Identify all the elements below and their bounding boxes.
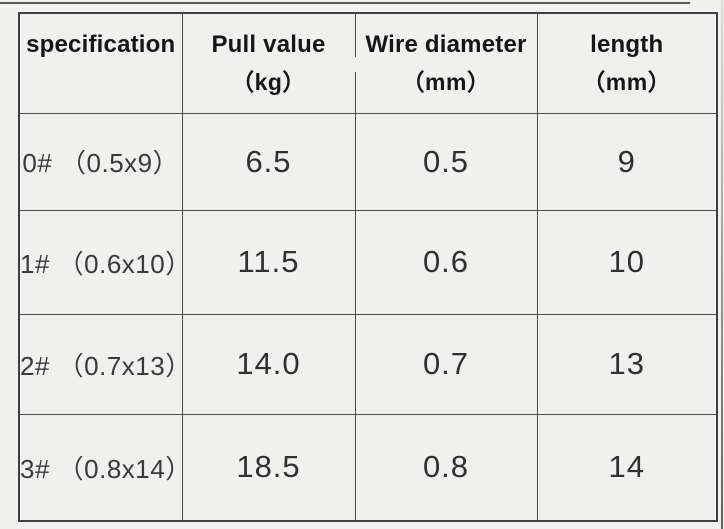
photo-edge-artifact-top [0,2,690,4]
header-cell-pull-value: Pull value （kg） [181,12,356,114]
scan-gap-artifact [351,57,357,72]
table-row-3: 3# （0.8x14） 18.5 0.8 14 [18,413,718,522]
column-label-length: length [590,31,664,59]
column-label-specification: specification [26,31,176,59]
header-cell-length: length （mm） [536,12,718,114]
table-row-2: 2# （0.7x13） 14.0 0.7 13 [18,313,718,415]
column-unit-length: （mm） [582,69,672,96]
cell-specification: 2# （0.7x13） [18,313,191,415]
cell-length: 14 [536,413,718,522]
cell-length: 9 [536,112,718,211]
cell-specification: 0# （0.5x9） [18,112,183,211]
header-row: specification Pull value （kg） Wire diame… [18,12,718,114]
cell-wire-diameter: 0.7 [354,313,538,415]
cell-pull-value: 18.5 [181,413,356,522]
cell-wire-diameter: 0.6 [354,209,538,315]
cell-wire-diameter: 0.5 [354,112,538,211]
cell-pull-value: 6.5 [181,112,356,211]
cell-wire-diameter: 0.8 [354,413,538,522]
column-unit-pull-value: （kg） [231,69,306,96]
column-label-wire-diameter: Wire diameter [365,31,527,59]
cell-pull-value: 11.5 [181,209,356,315]
header-cell-wire-diameter: Wire diameter （mm） [354,12,538,114]
cell-length: 10 [536,209,718,315]
column-label-pull-value: Pull value [211,31,326,59]
table-row-0: 0# （0.5x9） 6.5 0.5 9 [18,112,718,211]
cell-specification: 1# （0.6x10） [18,209,191,315]
column-unit-specification [20,62,182,102]
photo-edge-artifact-right [721,0,723,529]
header-cell-specification: specification [18,12,183,114]
cell-length: 13 [536,313,718,415]
column-unit-wire-diameter: （mm） [401,69,491,96]
table-row-1: 1# （0.6x10） 11.5 0.6 10 [18,209,718,315]
cell-pull-value: 14.0 [181,313,356,415]
cell-specification: 3# （0.8x14） [18,413,191,522]
specification-table: specification Pull value （kg） Wire diame… [18,12,718,522]
